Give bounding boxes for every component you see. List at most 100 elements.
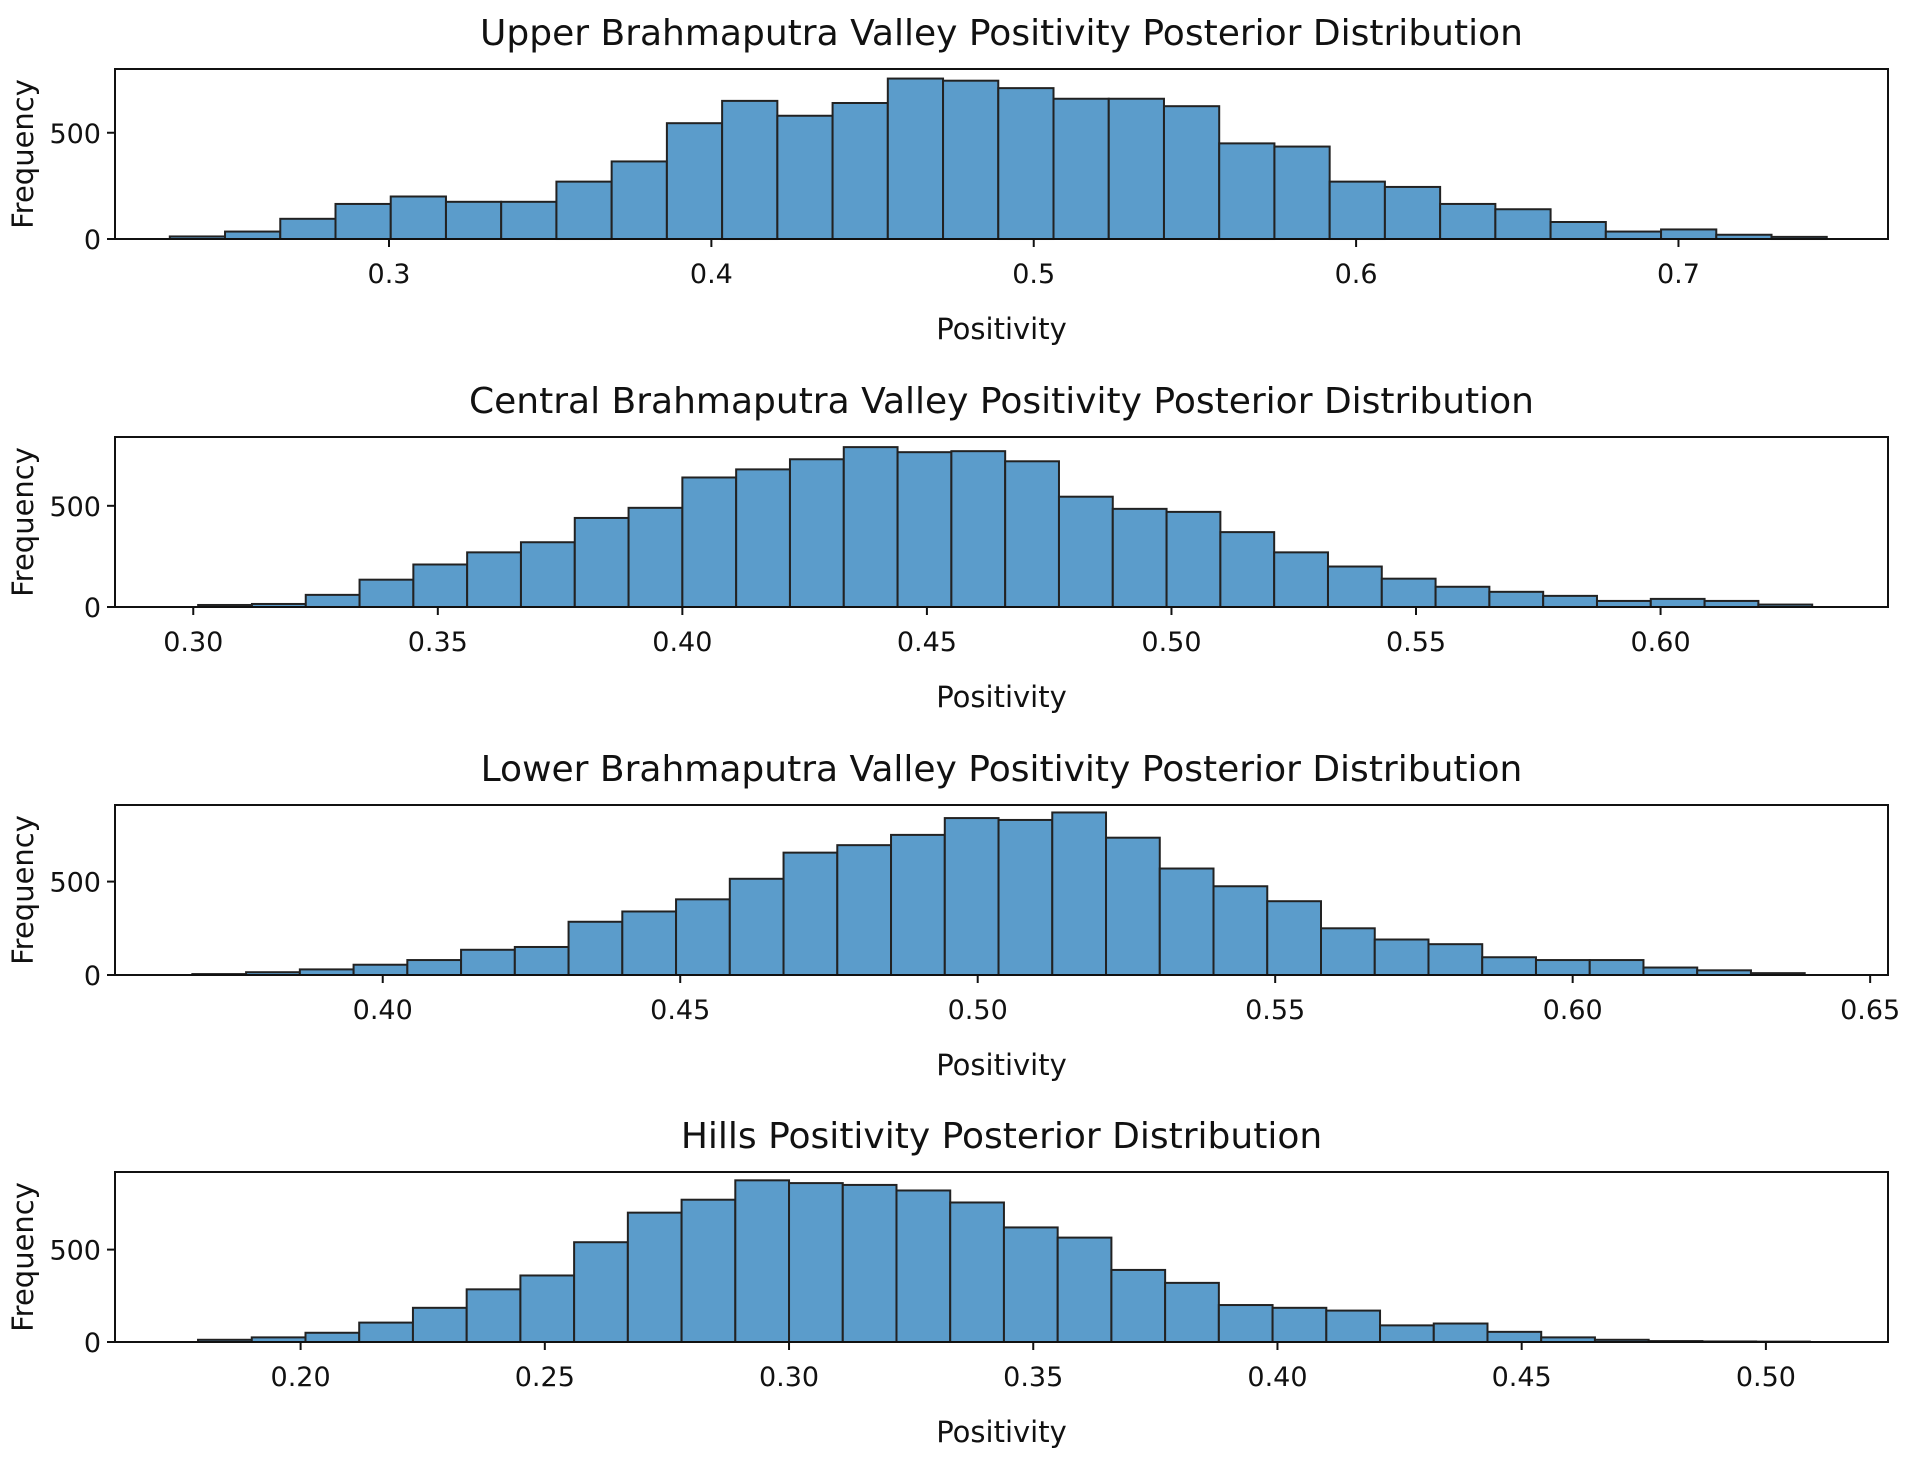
x-tick-label: 0.40 bbox=[353, 995, 413, 1026]
histogram-bar bbox=[1051, 811, 1108, 976]
x-tick-label: 0.55 bbox=[1245, 995, 1305, 1026]
histogram-bar bbox=[555, 180, 613, 241]
x-tick-label: 0.25 bbox=[515, 1362, 575, 1393]
chart-panel-4: Hills Positivity Posterior Distribution 0… bbox=[6, 1116, 1889, 1449]
histogram-bar bbox=[610, 160, 668, 240]
histogram-bar bbox=[466, 551, 522, 608]
histogram-bar bbox=[680, 1198, 737, 1343]
histogram-bar bbox=[735, 468, 791, 608]
histogram-bar bbox=[411, 1306, 468, 1343]
histogram-bar bbox=[942, 79, 1000, 240]
histogram-bar bbox=[675, 898, 731, 977]
x-tick-label: 0.45 bbox=[897, 627, 957, 658]
histogram-bar bbox=[842, 446, 899, 608]
histogram-bar bbox=[1488, 590, 1545, 609]
histogram-bar bbox=[513, 945, 570, 976]
x-tick-label: 0.60 bbox=[1543, 995, 1603, 1026]
histogram-bar bbox=[500, 200, 558, 240]
histogram-bar bbox=[721, 99, 779, 241]
histogram-bar bbox=[1158, 867, 1215, 977]
histogram-bar bbox=[1217, 1304, 1274, 1344]
x-tick-label: 0.60 bbox=[1631, 627, 1691, 658]
histogram-bar bbox=[950, 450, 1007, 609]
histogram-bar bbox=[465, 1288, 522, 1343]
histogram-bar bbox=[1111, 507, 1168, 609]
histogram-bar bbox=[886, 77, 945, 240]
histogram-bar bbox=[1320, 927, 1376, 976]
histogram-bar bbox=[1002, 1226, 1059, 1344]
x-tick-label: 0.30 bbox=[759, 1362, 819, 1393]
histogram-bar bbox=[890, 833, 946, 977]
y-axis-label: Frequency bbox=[6, 447, 40, 597]
histogram-bar bbox=[1325, 1309, 1382, 1343]
x-tick-label: 0.50 bbox=[1736, 1362, 1796, 1393]
chart-title: Upper Brahmaputra Valley Positivity Post… bbox=[480, 13, 1523, 54]
histogram-bar bbox=[389, 195, 447, 240]
x-tick-label: 0.5 bbox=[1012, 259, 1055, 290]
histogram-bar bbox=[621, 910, 678, 976]
histogram-bar bbox=[1427, 943, 1484, 976]
x-tick-label: 0.55 bbox=[1386, 627, 1446, 658]
histogram-bar bbox=[1380, 577, 1437, 608]
chart-panel-2: Central Brahmaputra Valley Positivity Po… bbox=[6, 381, 1889, 714]
histogram-bar bbox=[279, 217, 337, 240]
y-axis-label: Frequency bbox=[6, 1182, 40, 1332]
x-tick-label: 0.4 bbox=[690, 259, 733, 290]
histogram-bar bbox=[1326, 565, 1383, 609]
histogram-bar bbox=[460, 948, 516, 977]
histogram-bar bbox=[1542, 594, 1598, 608]
histogram-bar bbox=[1379, 1324, 1435, 1343]
y-tick-label: 500 bbox=[49, 119, 101, 150]
histogram-bar bbox=[1110, 1268, 1167, 1344]
histogram-bar bbox=[1439, 202, 1497, 241]
histogram-bar bbox=[997, 818, 1054, 977]
plot-frame bbox=[114, 68, 1889, 240]
y-axis-label: Frequency bbox=[6, 815, 40, 965]
histogram-bar bbox=[734, 1179, 791, 1343]
histogram-bar bbox=[728, 877, 785, 976]
x-axis-label: Positivity bbox=[936, 1048, 1067, 1082]
x-tick-label: 0.7 bbox=[1657, 259, 1700, 290]
histogram-bar bbox=[626, 1211, 683, 1344]
x-tick-label: 0.40 bbox=[652, 627, 712, 658]
histogram-bar bbox=[776, 114, 834, 240]
chart-title: Central Brahmaputra Valley Positivity Po… bbox=[469, 381, 1534, 422]
y-tick-label: 500 bbox=[49, 868, 101, 899]
chart-panel-1: Upper Brahmaputra Valley Positivity Post… bbox=[6, 13, 1889, 346]
y-tick-label: 0 bbox=[84, 225, 101, 256]
histogram-bar bbox=[1105, 836, 1161, 976]
y-tick-label: 500 bbox=[49, 1236, 101, 1267]
x-tick-label: 0.6 bbox=[1335, 259, 1378, 290]
histogram-bar bbox=[627, 506, 684, 608]
y-tick-label: 500 bbox=[49, 492, 101, 523]
y-tick-label: 0 bbox=[84, 593, 101, 624]
plot-frame bbox=[114, 436, 1889, 608]
x-tick-label: 0.50 bbox=[1141, 627, 1201, 658]
x-axis-label: Positivity bbox=[936, 1415, 1067, 1449]
histogram-bar bbox=[304, 593, 361, 608]
plot-frame bbox=[114, 804, 1889, 976]
histogram-bar bbox=[1604, 230, 1663, 240]
histogram-bar bbox=[1660, 228, 1718, 241]
histogram-bar bbox=[358, 1321, 414, 1343]
histogram-bar bbox=[836, 844, 893, 976]
plot-frame bbox=[114, 1171, 1889, 1343]
histogram-bar bbox=[1219, 531, 1276, 608]
histogram-bar bbox=[352, 963, 409, 976]
histogram-bar bbox=[567, 920, 624, 977]
histogram-bar bbox=[304, 1331, 361, 1344]
histogram-bar bbox=[782, 851, 839, 977]
histogram-bar bbox=[788, 1182, 844, 1343]
histogram-bar bbox=[1649, 597, 1706, 609]
histogram-bar bbox=[519, 541, 576, 608]
histogram-bar bbox=[841, 1183, 898, 1344]
histogram-bar bbox=[1549, 221, 1607, 240]
histogram-bar bbox=[1642, 966, 1699, 977]
histogram-bar bbox=[412, 563, 469, 608]
histogram-bar bbox=[573, 516, 630, 609]
histogram-bar bbox=[1004, 460, 1060, 609]
histogram-bar bbox=[1162, 105, 1221, 240]
histogram-bar bbox=[1057, 495, 1114, 609]
histogram-bar bbox=[1486, 1330, 1543, 1343]
histogram-bar bbox=[895, 1189, 952, 1343]
